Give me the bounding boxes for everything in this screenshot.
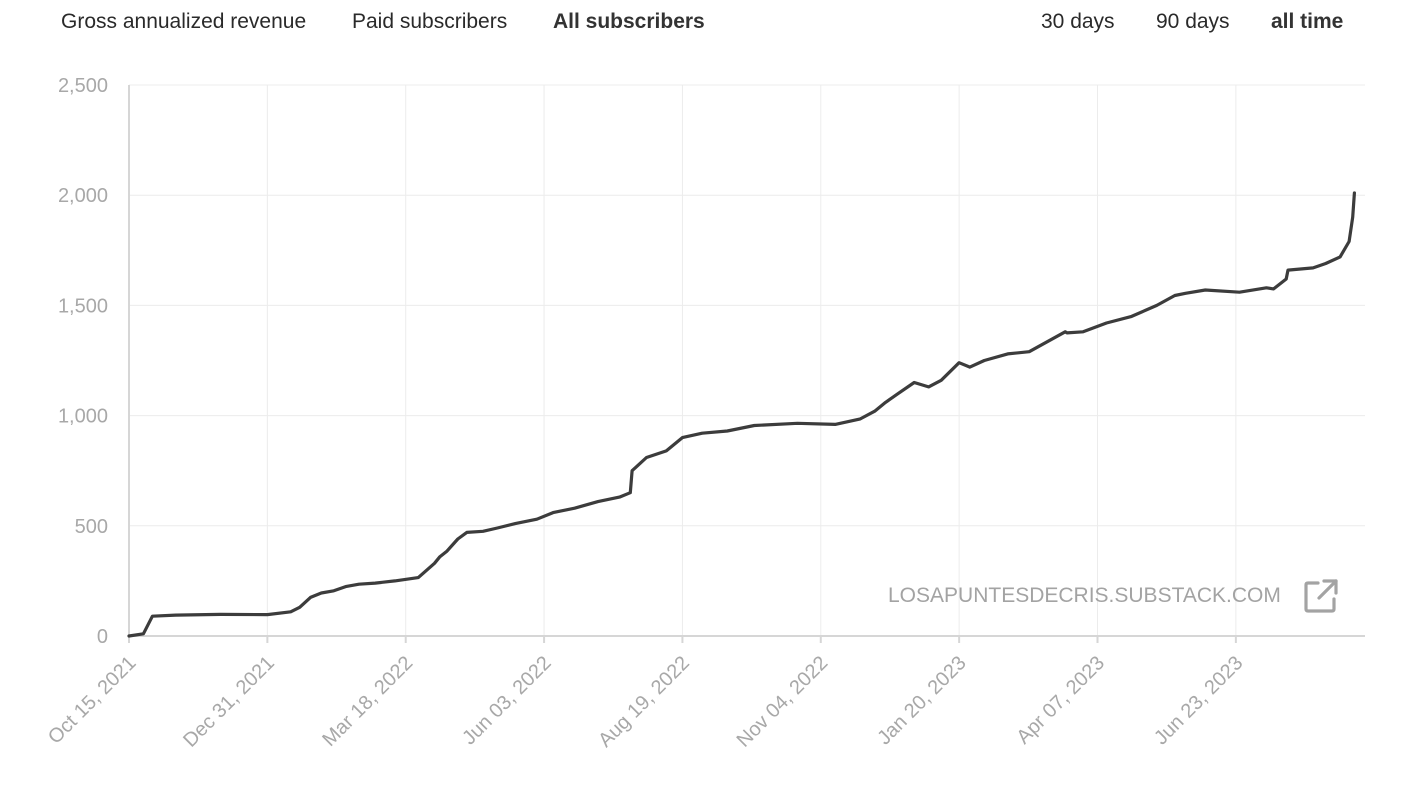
- x-tick-label: Nov 04, 2022: [733, 652, 833, 752]
- x-tick-label: Oct 15, 2021: [44, 652, 141, 749]
- series-layer: [127, 191, 1356, 638]
- tab-30-days[interactable]: 30 days: [1041, 10, 1115, 33]
- y-tick-label: 1,000: [58, 406, 108, 428]
- external-link-icon[interactable]: [1302, 577, 1340, 615]
- tab-all-time[interactable]: all time: [1271, 10, 1344, 33]
- y-tick-label: 1,500: [58, 295, 108, 317]
- tab-all-subscribers[interactable]: All subscribers: [553, 10, 705, 33]
- tab-gross-annualized-revenue[interactable]: Gross annualized revenue: [61, 10, 307, 33]
- x-tick-label: Mar 18, 2022: [318, 652, 417, 751]
- axis-layer: [128, 85, 1365, 643]
- x-tick-label: Jun 03, 2022: [458, 652, 555, 749]
- series-line-0: [127, 191, 1356, 638]
- x-tick-label: Jun 23, 2023: [1150, 652, 1247, 749]
- y-tick-label: 2,000: [58, 185, 108, 207]
- y-tick-label: 2,500: [58, 75, 108, 97]
- x-tick-label: Jan 20, 2023: [873, 652, 970, 749]
- y-tick-label: 0: [97, 626, 108, 648]
- grid-layer: [129, 84, 1365, 636]
- x-tick-label: Dec 31, 2021: [179, 652, 279, 752]
- tab-paid-subscribers[interactable]: Paid subscribers: [352, 10, 508, 33]
- x-tick-label: Aug 19, 2022: [594, 652, 694, 752]
- substack-watermark: LOSAPUNTESDECRIS.SUBSTACK.COM: [888, 584, 1281, 607]
- tab-90-days[interactable]: 90 days: [1156, 10, 1230, 33]
- y-axis-ticks: 0 500 1,000 1,500 2,000 2,500: [58, 75, 108, 648]
- y-tick-label: 500: [75, 516, 108, 538]
- chart-toolbar: Gross annualized revenue Paid subscriber…: [0, 0, 1422, 46]
- x-axis-ticks: Oct 15, 2021 Dec 31, 2021 Mar 18, 2022 Jun …: [44, 652, 1247, 752]
- x-tick-label: Apr 07, 2023: [1012, 652, 1109, 749]
